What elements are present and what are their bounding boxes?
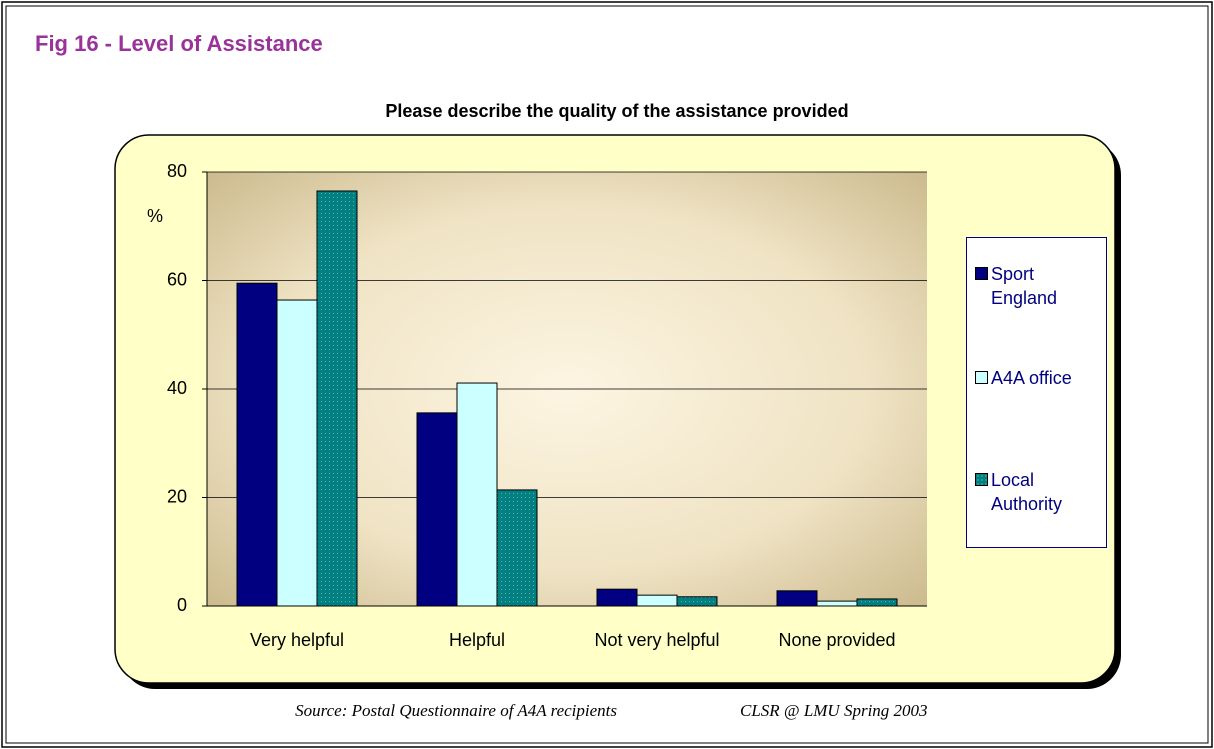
bar xyxy=(316,190,358,607)
bar xyxy=(456,382,498,607)
bar xyxy=(636,594,678,607)
bar xyxy=(236,282,278,607)
chart-title: Please describe the quality of the assis… xyxy=(385,101,848,121)
legend-item: Sport England xyxy=(975,262,1103,310)
legend-label: Sport England xyxy=(991,264,1058,308)
y-tick-label: 80 xyxy=(167,161,187,181)
legend-label: A4A office xyxy=(991,368,1072,388)
y-axis-label: % xyxy=(147,206,163,226)
heading: Fig 16 - Level of Assistance xyxy=(35,31,323,56)
legend-item: Local Authority xyxy=(975,468,1103,516)
legend-swatch xyxy=(975,473,988,486)
bar xyxy=(856,598,898,607)
x-tick-label: Very helpful xyxy=(250,630,344,650)
y-tick-label: 0 xyxy=(177,595,187,615)
credit: CLSR @ LMU Spring 2003 xyxy=(740,701,928,720)
y-tick-label: 60 xyxy=(167,269,187,289)
x-tick-label: None provided xyxy=(778,630,895,650)
legend-swatch xyxy=(975,267,988,280)
bar xyxy=(676,596,718,607)
bar xyxy=(276,299,318,607)
y-tick-label: 40 xyxy=(167,378,187,398)
x-tick-label: Helpful xyxy=(449,630,505,650)
y-tick-label: 20 xyxy=(167,486,187,506)
legend-label: Local Authority xyxy=(991,470,1063,514)
source: Source: Postal Questionnaire of A4A reci… xyxy=(295,701,617,720)
legend-swatch xyxy=(975,371,988,384)
x-tick-label: Not very helpful xyxy=(594,630,719,650)
inner-border xyxy=(5,5,1209,744)
legend: Sport England A4A office Local Authority xyxy=(966,237,1107,548)
bar xyxy=(496,489,538,607)
bar xyxy=(596,588,638,607)
legend-item: A4A office xyxy=(975,366,1103,390)
bar xyxy=(416,412,458,607)
bar xyxy=(816,600,858,607)
bar xyxy=(776,590,818,607)
